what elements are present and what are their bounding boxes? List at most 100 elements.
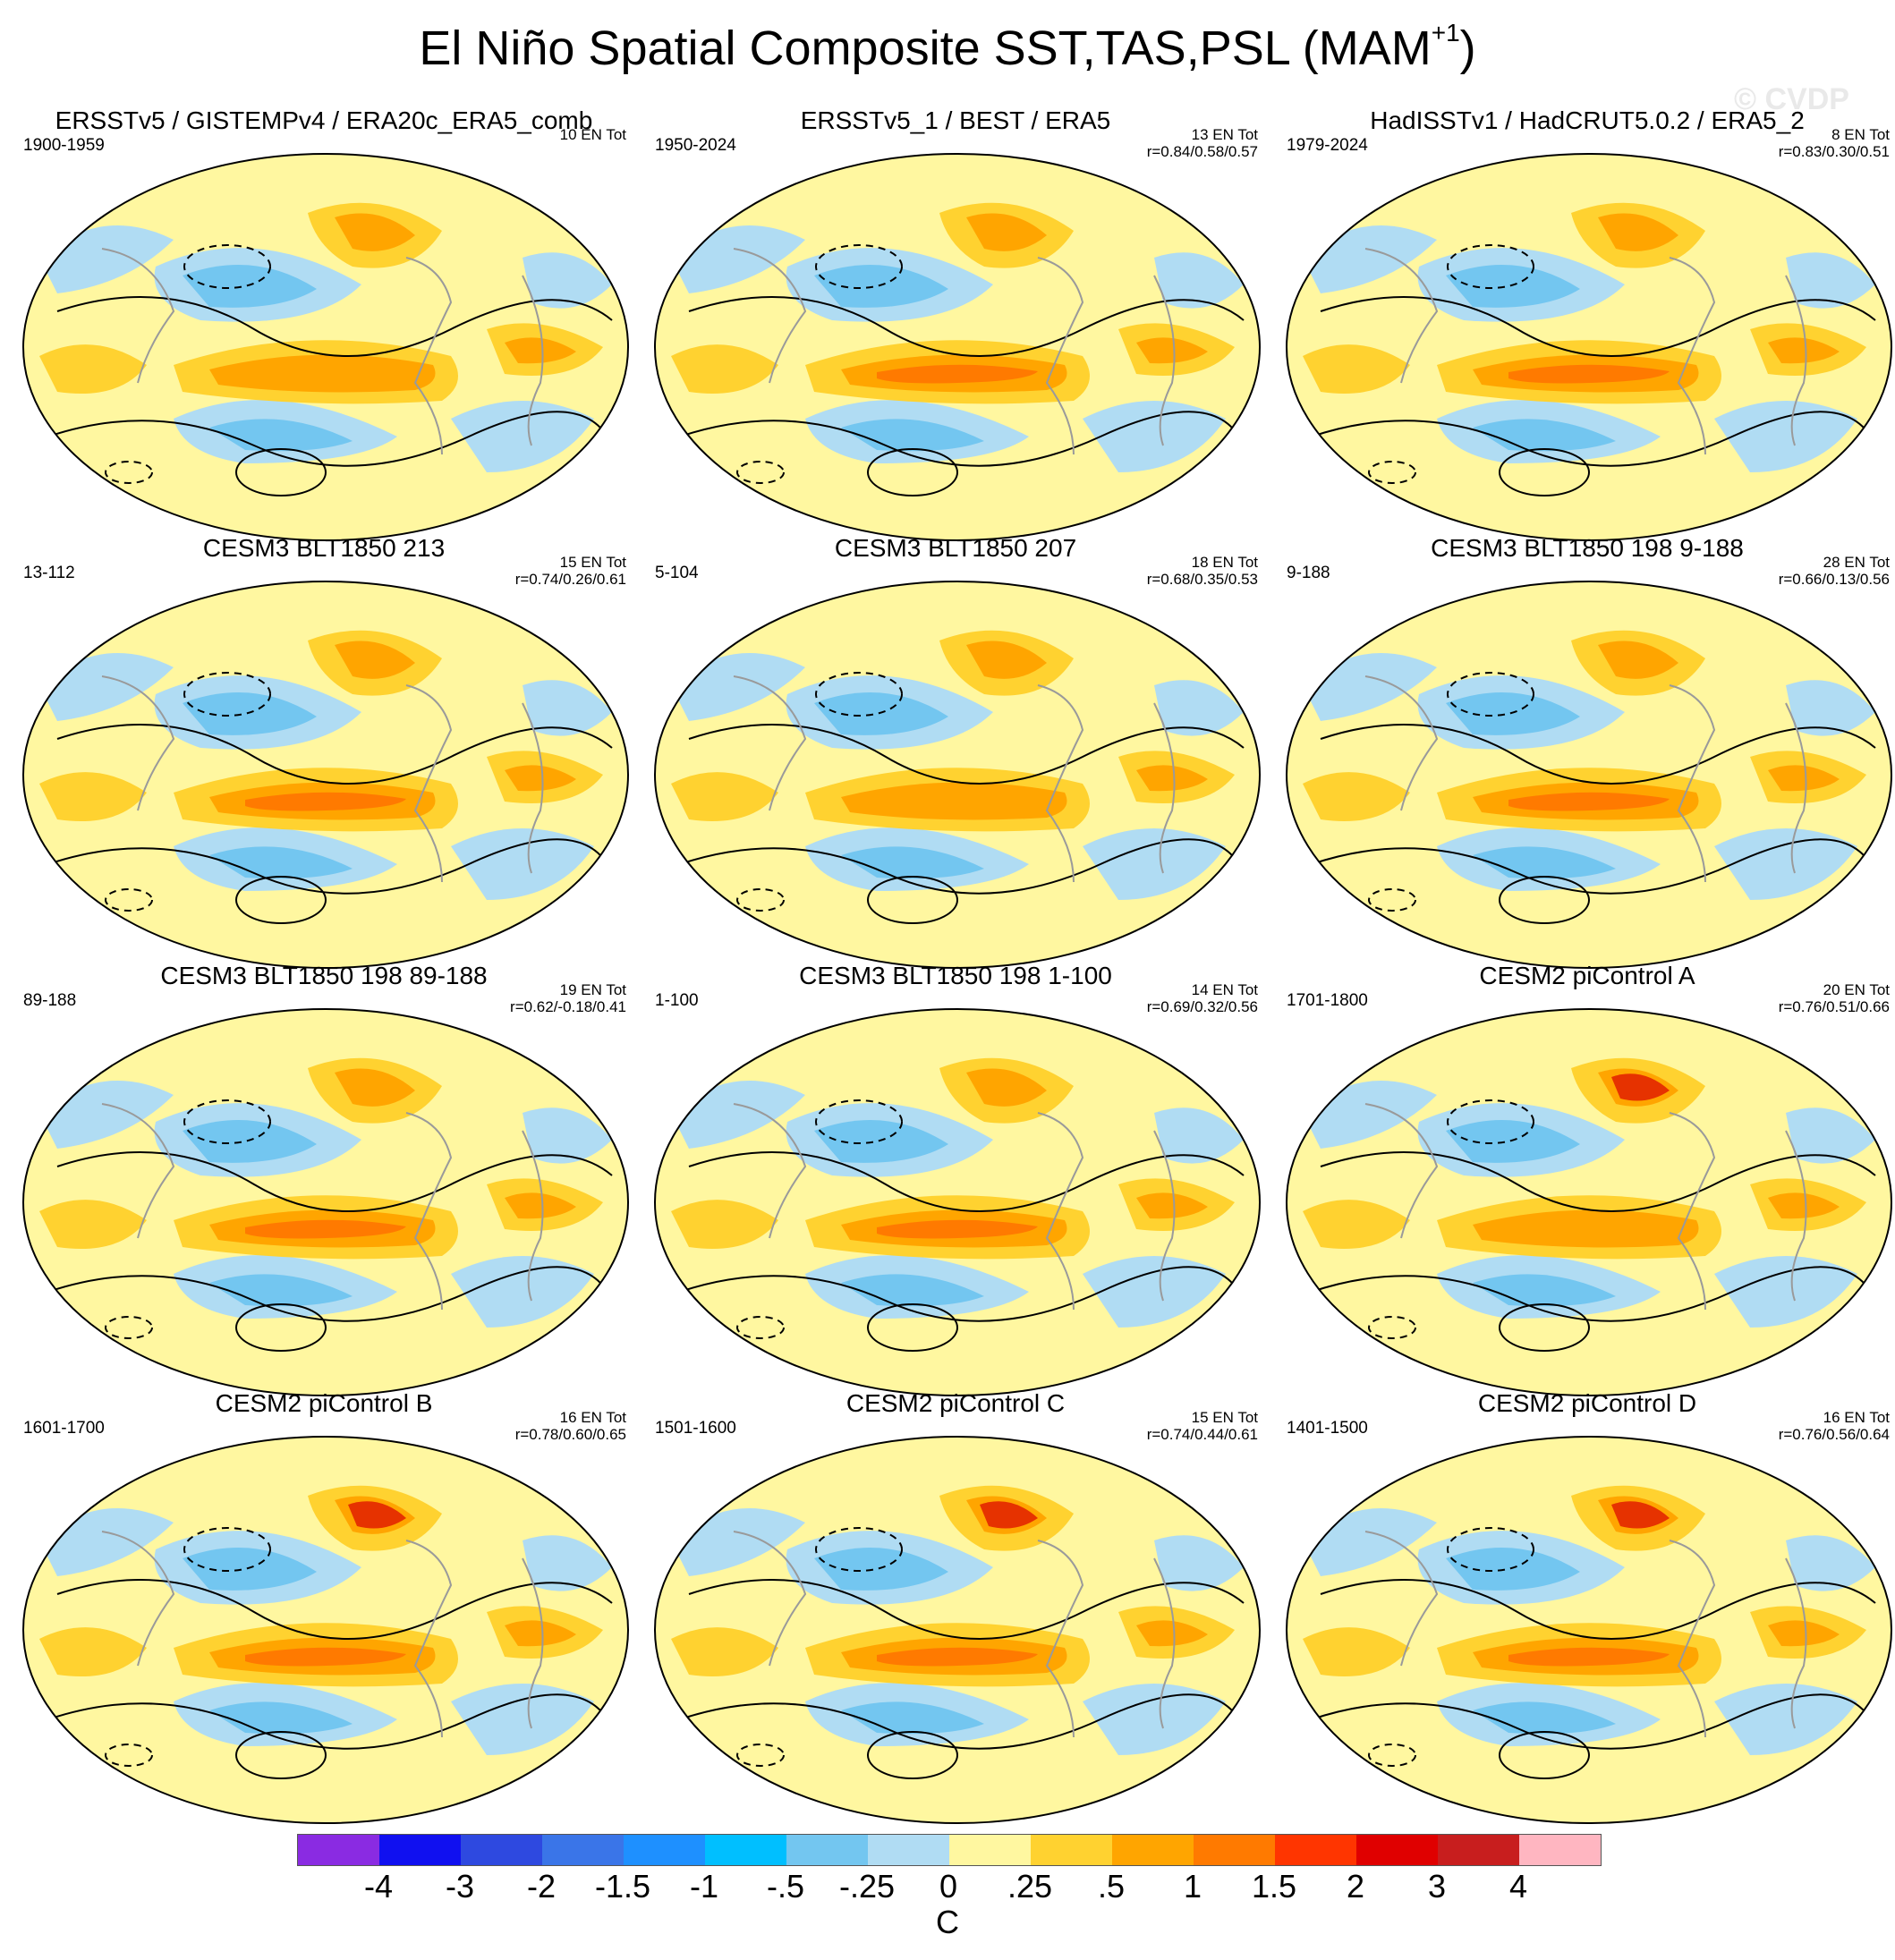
panel-correlation: r=0.78/0.60/0.65 <box>514 1426 626 1443</box>
colorbar-tick-label: 1.5 <box>1251 1868 1297 1905</box>
colorbar-swatch <box>379 1835 461 1865</box>
map-panel: CESM2 piControl D 1401-1500 16 EN Tot r=0.7… <box>1274 1388 1895 1854</box>
panel-period: 1601-1700 <box>23 1419 105 1438</box>
panel-title: CESM3 BLT1850 213 <box>202 534 446 562</box>
panel-title: HadISSTv1 / HadCRUT5.0.2 / ERA5_2 <box>1370 106 1805 134</box>
panel-title: CESM3 BLT1850 207 <box>834 534 1077 562</box>
panel-title: ERSSTv5 / GISTEMPv4 / ERA20c_ERA5_comb <box>55 106 593 134</box>
colorbar-tick-label: -1 <box>689 1868 719 1905</box>
panel-event-count: 19 EN Tot <box>559 981 626 998</box>
colorbar-swatch <box>1112 1835 1194 1865</box>
panel-title: CESM2 piControl D <box>1477 1389 1697 1417</box>
panel-period: 1701-1800 <box>1287 991 1368 1010</box>
panel-period: 1950-2024 <box>655 136 736 155</box>
panel-period: 5-104 <box>655 564 699 582</box>
panel-period: 89-188 <box>23 991 77 1010</box>
panel-title: CESM3 BLT1850 198 9-188 <box>1431 534 1744 562</box>
colorbar-tick-label: -.5 <box>766 1868 805 1905</box>
panel-period: 1501-1600 <box>655 1419 736 1438</box>
panel-event-count: 15 EN Tot <box>559 554 626 571</box>
panel-correlation: r=0.62/-0.18/0.41 <box>510 998 626 1015</box>
panel-title: CESM3 BLT1850 198 89-188 <box>160 962 488 989</box>
cvdp-watermark: © CVDP <box>1734 82 1849 116</box>
colorbar-unit: C <box>936 1904 959 1940</box>
map-panel: CESM2 piControl C 1501-1600 15 EN Tot r=0.7… <box>642 1388 1269 1854</box>
panel-event-count: 16 EN Tot <box>1823 1409 1890 1426</box>
panel-event-count: 28 EN Tot <box>1823 554 1890 571</box>
map-panel: CESM2 piControl B 1601-1700 16 EN Tot r=0.7… <box>11 1388 637 1854</box>
colorbar-swatch <box>542 1835 624 1865</box>
colorbar-tick-label: 1 <box>1183 1868 1202 1905</box>
colorbar-tick-label: .25 <box>1007 1868 1053 1905</box>
panel-correlation: r=0.69/0.32/0.56 <box>1146 998 1258 1015</box>
colorbar-tick-label: 2 <box>1346 1868 1365 1905</box>
panel-event-count: 14 EN Tot <box>1191 981 1258 998</box>
panel-event-count: 8 EN Tot <box>1831 126 1890 143</box>
map-plot <box>22 1436 629 1824</box>
panel-correlation: r=0.68/0.35/0.53 <box>1146 571 1258 588</box>
map-panel: HadISSTv1 / HadCRUT5.0.2 / ERA5_2 1979-20… <box>1274 106 1895 571</box>
panel-period: 1401-1500 <box>1287 1419 1368 1438</box>
colorbar-tick-label: 0 <box>939 1868 958 1905</box>
panel-period: 1979-2024 <box>1287 136 1368 155</box>
panel-correlation: r=0.66/0.13/0.56 <box>1778 571 1890 588</box>
colorbar-tick-label: 4 <box>1508 1868 1528 1905</box>
map-plot <box>1286 153 1892 541</box>
colorbar-tick-label: .5 <box>1097 1868 1126 1905</box>
panel-title: CESM2 piControl C <box>846 1389 1066 1417</box>
map-plot <box>654 153 1261 541</box>
panel-period: 9-188 <box>1287 564 1330 582</box>
colorbar-swatch <box>705 1835 786 1865</box>
panel-event-count: 20 EN Tot <box>1823 981 1890 998</box>
map-panel: ERSSTv5 / GISTEMPv4 / ERA20c_ERA5_comb 19… <box>11 106 637 571</box>
panel-event-count: 15 EN Tot <box>1191 1409 1258 1426</box>
map-plot <box>654 581 1261 969</box>
map-plot <box>22 153 629 541</box>
colorbar-tick-label: -1.5 <box>594 1868 651 1905</box>
colorbar-swatch <box>1438 1835 1519 1865</box>
colorbar-tick-label: -2 <box>526 1868 557 1905</box>
map-plot <box>654 1436 1261 1824</box>
panel-event-count: 10 EN Tot <box>559 126 626 143</box>
colorbar-swatch <box>461 1835 542 1865</box>
map-panel: CESM3 BLT1850 213 13-112 15 EN Tot r=0.74/0… <box>11 533 637 998</box>
map-plot <box>1286 1008 1892 1396</box>
colorbar-swatch <box>1519 1835 1601 1865</box>
map-plot <box>22 1008 629 1396</box>
panel-title: ERSSTv5_1 / BEST / ERA5 <box>800 106 1111 134</box>
colorbar-swatch <box>949 1835 1031 1865</box>
colorbar-swatch <box>786 1835 868 1865</box>
map-plot <box>1286 1436 1892 1824</box>
panel-correlation: r=0.83/0.30/0.51 <box>1778 143 1890 160</box>
map-panel: ERSSTv5_1 / BEST / ERA5 1950-2024 13 EN To… <box>642 106 1269 571</box>
map-plot <box>654 1008 1261 1396</box>
panel-title: CESM2 piControl B <box>215 1389 433 1417</box>
panel-title: CESM3 BLT1850 198 1-100 <box>799 962 1112 989</box>
colorbar-swatch <box>868 1835 949 1865</box>
panel-correlation: r=0.74/0.26/0.61 <box>514 571 626 588</box>
colorbar-swatch <box>1031 1835 1112 1865</box>
panel-correlation: r=0.74/0.44/0.61 <box>1146 1426 1258 1443</box>
map-panel: CESM3 BLT1850 198 9-188 9-188 28 EN Tot r=0… <box>1274 533 1895 998</box>
colorbar-labels: -4 -3 -2 -1.5 -1 -.5 -.25 0 .25 .5 1 1.5 2 3 4 <box>297 1868 1600 1905</box>
panel-correlation: r=0.76/0.56/0.64 <box>1778 1426 1890 1443</box>
panel-title: CESM2 piControl A <box>1479 962 1695 989</box>
panel-correlation: r=0.84/0.58/0.57 <box>1146 143 1258 160</box>
map-plot <box>22 581 629 969</box>
map-panel: CESM3 BLT1850 207 5-104 18 EN Tot r=0.68/0.… <box>642 533 1269 998</box>
figure-title: El Niño Spatial Composite SST,TAS,PSL (M… <box>419 19 1476 76</box>
colorbar-swatch <box>1194 1835 1275 1865</box>
panel-period: 1900-1959 <box>23 136 105 155</box>
colorbar-swatch <box>298 1835 379 1865</box>
map-panel: CESM3 BLT1850 198 89-188 89-188 19 EN Tot r… <box>11 961 637 1426</box>
map-panel: CESM2 piControl A 1701-1800 20 EN Tot r=0.7… <box>1274 961 1895 1426</box>
panel-period: 1-100 <box>655 991 699 1010</box>
colorbar-swatch <box>1356 1835 1438 1865</box>
panel-event-count: 13 EN Tot <box>1191 126 1258 143</box>
colorbar-swatch <box>1275 1835 1356 1865</box>
colorbar-tick-label: -3 <box>445 1868 475 1905</box>
panel-event-count: 16 EN Tot <box>559 1409 626 1426</box>
panel-period: 13-112 <box>23 564 75 582</box>
colorbar-tick-label: -.25 <box>838 1868 896 1905</box>
colorbar-tick-label: -4 <box>363 1868 394 1905</box>
